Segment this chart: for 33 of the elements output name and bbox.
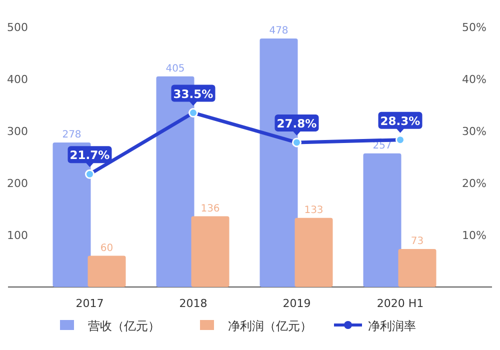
bar <box>398 249 436 287</box>
data-label: 21.7% <box>70 148 110 162</box>
y-tick-label: 200 <box>7 177 28 190</box>
data-label: 478 <box>269 25 288 36</box>
data-label: 405 <box>166 63 185 74</box>
data-label: 60 <box>100 242 114 254</box>
x-tick-label: 2020 H1 <box>376 297 424 310</box>
bar <box>88 256 126 287</box>
legend-label: 营收（亿元） <box>88 319 160 333</box>
legend-label: 净利润率 <box>368 319 416 333</box>
data-label: 278 <box>62 129 82 140</box>
y2-tick-label: 50% <box>462 21 486 34</box>
y2-tick-label: 10% <box>462 229 486 242</box>
data-label: 27.8% <box>276 116 318 130</box>
data-label: 133 <box>304 204 324 216</box>
y-tick-label: 100 <box>7 229 28 242</box>
bar <box>191 216 230 287</box>
data-label: 136 <box>200 203 220 214</box>
x-tick-label: 2017 <box>76 297 104 310</box>
data-label: 73 <box>410 236 424 248</box>
y2-tick-label: 40% <box>462 73 486 86</box>
x-tick-label: 2018 <box>179 297 208 310</box>
legend-label: 净利润（亿元） <box>228 319 312 333</box>
data-label: 28.3% <box>380 114 421 128</box>
y2-tick-label: 30% <box>462 125 486 138</box>
y-tick-label: 400 <box>7 73 28 86</box>
data-label: 33.5% <box>173 86 214 101</box>
bar <box>294 218 333 287</box>
y-tick-label: 500 <box>7 21 28 34</box>
bar <box>363 153 402 287</box>
y2-tick-label: 20% <box>462 177 486 190</box>
x-tick-label: 2019 <box>282 297 311 310</box>
y-tick-label: 300 <box>7 125 28 138</box>
